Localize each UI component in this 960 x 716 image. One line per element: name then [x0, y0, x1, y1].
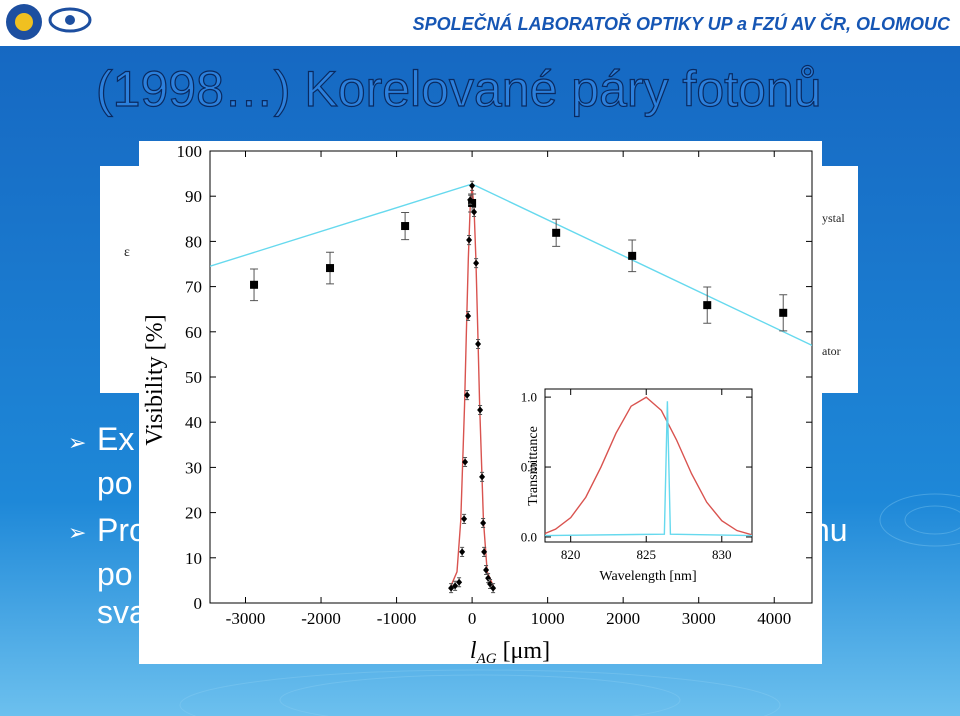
inset-background	[520, 380, 762, 588]
x-tick-label: 3000	[682, 609, 716, 628]
x-axis-label-sub: AG	[476, 651, 497, 667]
x-tick-label: 0	[468, 609, 477, 628]
figure-label: ystal	[822, 211, 845, 225]
x-tick-label: -3000	[226, 609, 266, 628]
bullet-arrow: ➢	[68, 520, 86, 545]
bullet-text: po	[97, 556, 133, 592]
y-tick-label: 0.5	[521, 460, 537, 475]
data-point	[628, 251, 637, 260]
data-point	[471, 208, 478, 216]
x-tick-label: 820	[561, 547, 581, 562]
main-chart: -3000 -2000 -1000 0 1000 2000 3000 4000 0 10 20 30 4…	[142, 142, 813, 667]
data-point	[475, 340, 482, 348]
x-axis-label-main: l	[470, 638, 477, 664]
y-tick-label: 0	[194, 594, 203, 613]
data-point	[465, 312, 472, 320]
y-axis-label: Transmittance	[526, 426, 541, 506]
y-tick-label: 70	[185, 278, 202, 297]
x-tick-label: -2000	[301, 609, 341, 628]
plot-frame	[544, 388, 753, 543]
y-tick-label: 20	[185, 504, 202, 523]
data-point	[401, 222, 410, 231]
data-point	[326, 264, 335, 273]
logos	[6, 4, 92, 40]
y-tick-label: 0.0	[521, 530, 537, 545]
bullet-arrow: ➢	[68, 430, 86, 455]
x-tick-label: 1000	[531, 609, 565, 628]
data-point	[703, 301, 712, 310]
x-axis-label-unit: [μm]	[503, 638, 551, 664]
data-point	[477, 406, 484, 414]
y-tick-label: 1.0	[521, 390, 537, 405]
y-tick-label: 50	[185, 368, 202, 387]
data-point	[487, 580, 494, 588]
data-point	[481, 548, 488, 556]
data-point	[490, 584, 497, 592]
x-tick-label: 4000	[757, 609, 791, 628]
ripples	[179, 493, 960, 716]
figure-label: ε	[124, 245, 130, 260]
data-point	[483, 566, 490, 574]
slide-title: (1998…) Korelované páry fotonů	[96, 61, 821, 117]
y-tick-label: 90	[185, 187, 202, 206]
background-figure-labels: ε ystal ator	[124, 211, 845, 358]
data-point	[480, 519, 487, 527]
curve	[545, 401, 752, 537]
data-point	[466, 236, 473, 244]
header-bar	[0, 0, 960, 46]
header-text: SPOLEČNÁ LABORATOŘ OPTIKY UP a FZÚ AV ČR…	[413, 13, 951, 34]
bullet-text: Ex	[97, 421, 134, 457]
bullet-text: Pro	[97, 512, 147, 548]
bullet-text: sva	[97, 594, 147, 630]
x-axis-label: lAG [μm]	[470, 638, 550, 667]
data-point	[779, 308, 788, 317]
data-point	[467, 196, 474, 204]
curve	[545, 396, 752, 536]
data-point	[469, 182, 476, 190]
data-point	[461, 515, 468, 523]
y-axis-label: Visibility [%]	[142, 314, 168, 445]
data-point	[456, 578, 463, 586]
bullet-text: po	[97, 465, 133, 501]
figure-label: ator	[822, 344, 841, 358]
data-point	[479, 473, 486, 481]
y-tick-label: 80	[185, 232, 202, 251]
x-axis-label: Wavelength [nm]	[599, 569, 696, 584]
data-point	[452, 582, 459, 590]
y-tick-label: 40	[185, 413, 202, 432]
x-tick-label: 825	[636, 547, 656, 562]
x-tick-label: 830	[712, 547, 732, 562]
data-point	[464, 391, 471, 399]
y-tick-label: 10	[185, 549, 202, 568]
data-point	[250, 280, 259, 289]
x-tick-label: 2000	[606, 609, 640, 628]
y-tick-label: 30	[185, 458, 202, 477]
data-point	[468, 198, 477, 207]
y-tick-label: 100	[177, 142, 203, 161]
x-tick-label: -1000	[377, 609, 417, 628]
data-point	[459, 548, 466, 556]
data-point	[552, 228, 561, 237]
y-tick-label: 60	[185, 323, 202, 342]
data-point	[473, 259, 480, 267]
data-point	[462, 458, 469, 466]
inset-chart: 820 825 830 0.0 0.5 1.0 Transmittance Wavelengt…	[520, 380, 762, 588]
